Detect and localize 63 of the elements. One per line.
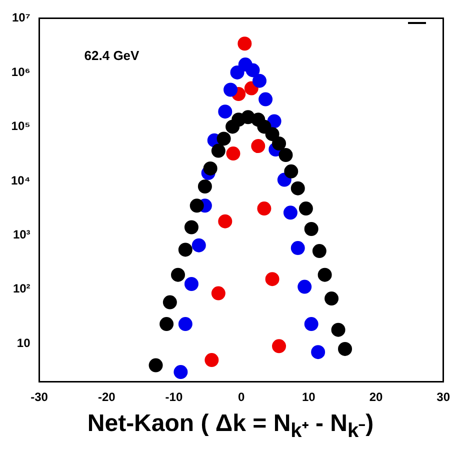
point [216, 132, 231, 146]
point [324, 292, 339, 306]
point [211, 144, 226, 158]
point [178, 242, 192, 257]
point [298, 280, 312, 294]
point [160, 317, 174, 332]
point [265, 272, 280, 286]
point [190, 198, 204, 213]
point [174, 365, 188, 380]
point [311, 345, 326, 360]
point [224, 82, 238, 97]
point [265, 127, 280, 142]
x-tick-label: -20 [98, 390, 116, 404]
point [252, 74, 266, 88]
x-tick-label: 10 [302, 390, 316, 404]
point [290, 241, 305, 256]
point [298, 202, 313, 216]
point [258, 92, 273, 106]
point [218, 104, 232, 119]
point [338, 342, 352, 356]
point [184, 220, 198, 234]
point [283, 206, 298, 220]
point [304, 222, 318, 236]
point [162, 295, 177, 310]
point [230, 65, 244, 80]
point [238, 36, 252, 51]
point [251, 139, 266, 154]
y-tick-label: 10⁴ [10, 173, 30, 188]
point [203, 161, 218, 176]
point [204, 353, 219, 368]
y-tick-label: 10³ [12, 228, 30, 242]
point [211, 286, 226, 300]
point [272, 136, 286, 150]
point [257, 202, 272, 216]
point [171, 268, 186, 282]
point [284, 164, 298, 178]
x-tick-label: 0 [238, 390, 245, 404]
y-tick-label: 10⁶ [11, 64, 30, 79]
point [272, 339, 286, 354]
point [318, 268, 332, 282]
point [178, 317, 192, 332]
x-tick-label: 30 [436, 390, 450, 404]
y-tick-label: 10⁷ [12, 10, 30, 25]
point [246, 63, 260, 78]
x-tick-label: -10 [165, 390, 183, 404]
y-tick-label: 10² [12, 282, 30, 296]
point [184, 276, 198, 291]
y-tick-label: 10 [16, 336, 31, 350]
point [304, 317, 318, 332]
annotation: 62.4 GeV [84, 48, 140, 64]
x-tick-label: -30 [30, 390, 48, 404]
x-tick-label: 20 [369, 390, 383, 404]
point [290, 181, 305, 196]
point [148, 358, 163, 372]
point [312, 244, 326, 258]
point [218, 214, 232, 228]
point [198, 179, 212, 194]
point [278, 148, 293, 162]
point [226, 146, 240, 161]
x-axis-title: Net-Kaon ( Δk = N$_{k⁺}$ - N$_{k⁻}$) [86, 410, 375, 443]
y-tick-label: 10⁵ [11, 119, 30, 134]
point [331, 322, 346, 337]
point [192, 238, 206, 252]
